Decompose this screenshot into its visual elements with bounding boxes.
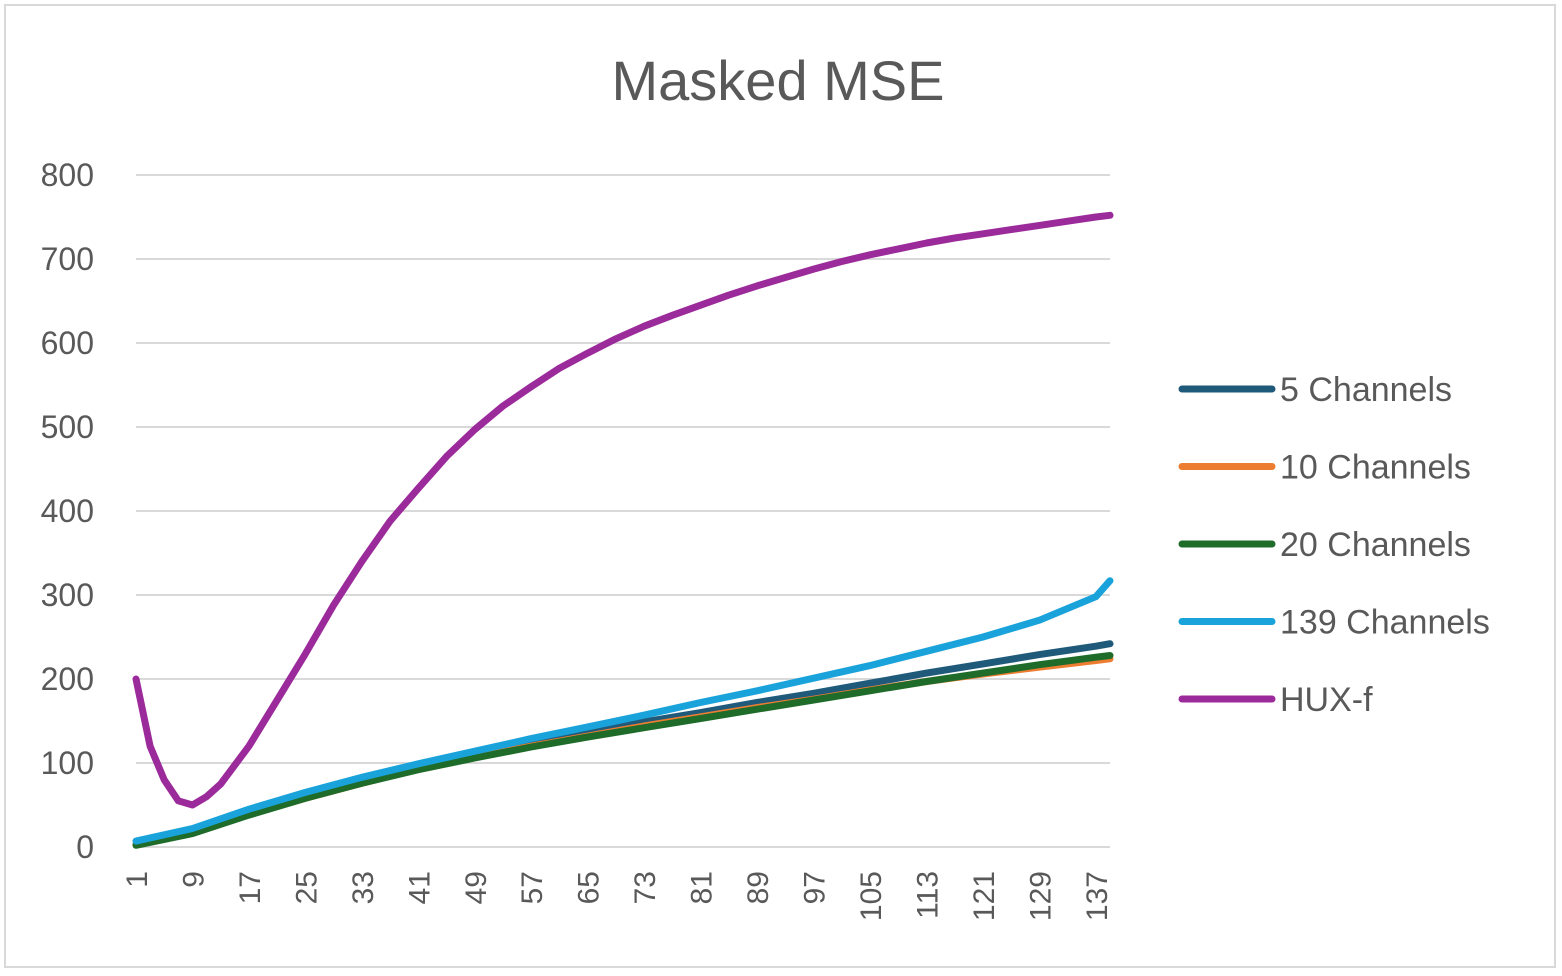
series-line-3 bbox=[132, 577, 1114, 845]
x-tick-label: 1 bbox=[121, 871, 154, 888]
y-tick-label: 300 bbox=[41, 577, 94, 613]
gridlines bbox=[136, 174, 1110, 848]
y-tick-label: 500 bbox=[41, 409, 94, 445]
x-tick-label: 137 bbox=[1081, 871, 1114, 921]
x-tick-label: 113 bbox=[911, 871, 944, 919]
y-tick-label: 200 bbox=[41, 661, 94, 697]
legend-label: 10 Channels bbox=[1280, 449, 1471, 487]
y-tick-label: 0 bbox=[76, 829, 94, 865]
x-tick-label: 129 bbox=[1024, 871, 1057, 921]
x-tick-label: 121 bbox=[968, 871, 1001, 921]
x-tick-label: 81 bbox=[686, 871, 719, 904]
y-tick-label: 700 bbox=[41, 241, 94, 277]
x-tick-label: 105 bbox=[855, 871, 888, 921]
y-tick-label: 600 bbox=[41, 325, 94, 361]
legend-label: 139 Channels bbox=[1280, 604, 1490, 642]
x-tick-label: 73 bbox=[629, 871, 662, 904]
x-tick-label: 57 bbox=[516, 871, 549, 904]
legend-label: HUX-f bbox=[1280, 681, 1373, 719]
x-tick-label: 25 bbox=[290, 871, 323, 904]
legend-label: 20 Channels bbox=[1280, 526, 1471, 564]
x-tick-label: 9 bbox=[177, 871, 210, 888]
x-axis-ticks: 1 9 17 25 33 41 49 57 65 73 81 89 97 105 113 121 129 137 bbox=[121, 871, 1114, 921]
x-tick-label: 33 bbox=[347, 871, 380, 904]
y-axis-ticks: 0 100 200 300 400 500 600 700 800 bbox=[41, 157, 94, 865]
x-tick-label: 65 bbox=[573, 871, 606, 904]
x-tick-label: 89 bbox=[742, 871, 775, 904]
y-tick-label: 400 bbox=[41, 493, 94, 529]
y-tick-label: 800 bbox=[41, 157, 94, 193]
x-tick-label: 49 bbox=[460, 871, 493, 904]
x-tick-label: 97 bbox=[799, 871, 832, 904]
legend: 5 Channels 10 Channels 20 Channels 139 Chan… bbox=[1178, 371, 1490, 719]
x-tick-label: 17 bbox=[234, 871, 267, 904]
chart-title: Masked MSE bbox=[612, 49, 945, 112]
x-tick-label: 41 bbox=[403, 871, 436, 904]
series-lines bbox=[132, 211, 1114, 849]
series-line-2 bbox=[132, 652, 1114, 849]
legend-label: 5 Channels bbox=[1280, 371, 1452, 409]
y-tick-label: 100 bbox=[41, 745, 94, 781]
series-line-4 bbox=[132, 211, 1114, 809]
